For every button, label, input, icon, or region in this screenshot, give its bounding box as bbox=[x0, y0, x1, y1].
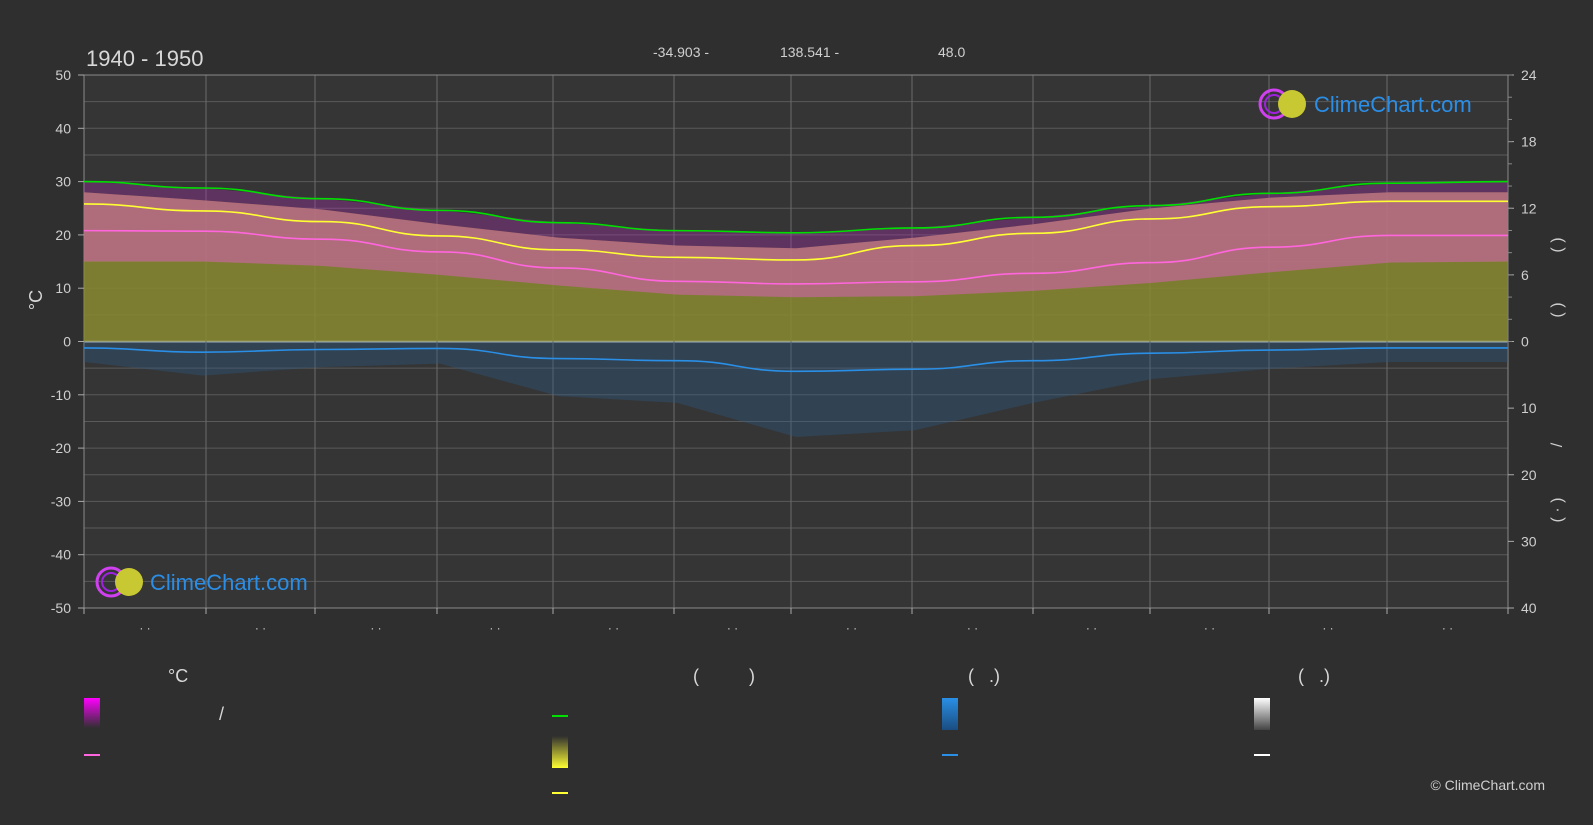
x-tick-label: · · bbox=[1086, 621, 1097, 635]
left-axis-tick: -30 bbox=[51, 493, 71, 509]
right-axis-bottom-tick: 10 bbox=[1521, 400, 1537, 416]
x-tick-label: · · bbox=[1204, 621, 1215, 635]
max-temp-fringe bbox=[84, 181, 1508, 249]
right-axis-label: ( ) bbox=[1549, 302, 1566, 317]
x-tick-label: · · bbox=[139, 621, 150, 635]
x-tick-label: · · bbox=[255, 621, 266, 635]
right-axis-top-tick: 12 bbox=[1521, 200, 1537, 216]
x-tick-label: · · bbox=[608, 621, 619, 635]
legend-swatch-precip bbox=[942, 698, 958, 730]
left-axis-tick: 30 bbox=[55, 174, 71, 190]
latitude-label: -34.903 - bbox=[653, 44, 710, 60]
right-axis-top-tick: 24 bbox=[1521, 67, 1537, 83]
right-axis-top-tick: 18 bbox=[1521, 134, 1537, 150]
right-axis-bottom-tick: 30 bbox=[1521, 533, 1537, 549]
legend-header-temperature: °C bbox=[168, 666, 189, 686]
max-temp-line bbox=[83, 200, 1508, 261]
watermark-bottom: ClimeChart.com bbox=[150, 570, 308, 595]
right-axis-bottom-tick: 20 bbox=[1521, 467, 1537, 483]
x-tick-label: · · bbox=[489, 621, 500, 635]
right-axis-top-tick: 6 bbox=[1521, 267, 1529, 283]
left-axis-tick: -50 bbox=[51, 600, 71, 616]
legend-header-precip: ( .) bbox=[968, 666, 1000, 686]
left-axis-tick: 40 bbox=[55, 120, 71, 136]
legend-header-snow: ( .) bbox=[1298, 666, 1330, 686]
legend-header-sunshine: ( ) bbox=[693, 666, 755, 686]
x-tick-label: · · bbox=[370, 621, 381, 635]
left-axis-label: °C bbox=[26, 290, 46, 310]
sunshine-line bbox=[83, 180, 1509, 234]
legend-swatch-snow bbox=[1254, 698, 1270, 730]
copyright: © ClimeChart.com bbox=[1430, 777, 1545, 793]
climechart-logo-icon bbox=[1258, 88, 1306, 120]
longitude-label: 138.541 - bbox=[780, 44, 840, 60]
left-axis-tick: 20 bbox=[55, 227, 71, 243]
elevation-label: 48.0 bbox=[938, 44, 966, 60]
legend-swatch-temp-range bbox=[84, 698, 100, 728]
mean-temp-line bbox=[83, 229, 1508, 285]
x-tick-label: · · bbox=[727, 621, 738, 635]
right-axis-label: ( · ) bbox=[1549, 498, 1566, 523]
watermark-top: ClimeChart.com bbox=[1314, 92, 1472, 117]
x-tick-label: · · bbox=[967, 621, 978, 635]
right-axis-label: ( ) bbox=[1549, 237, 1566, 252]
right-axis-top-tick: 0 bbox=[1521, 334, 1529, 350]
left-axis-tick: 10 bbox=[55, 280, 71, 296]
right-axis-label: / bbox=[1549, 442, 1566, 447]
x-tick-label: · · bbox=[1442, 621, 1453, 635]
left-axis-tick: -40 bbox=[51, 547, 71, 563]
precipitation-area bbox=[84, 341, 1508, 438]
legend-slash: / bbox=[219, 704, 225, 724]
x-tick-label: · · bbox=[1322, 621, 1333, 635]
legend-swatch-sunshine-range bbox=[552, 736, 568, 768]
left-axis-tick: -10 bbox=[51, 387, 71, 403]
left-axis-tick: 50 bbox=[55, 67, 71, 83]
x-tick-label: · · bbox=[846, 621, 857, 635]
left-axis-tick: 0 bbox=[63, 334, 71, 350]
climechart-logo-icon-bottom bbox=[95, 566, 143, 598]
chart-period: 1940 - 1950 bbox=[86, 46, 204, 71]
left-axis-tick: -20 bbox=[51, 440, 71, 456]
right-axis-bottom-tick: 40 bbox=[1521, 600, 1537, 616]
precipitation-line bbox=[83, 347, 1508, 373]
